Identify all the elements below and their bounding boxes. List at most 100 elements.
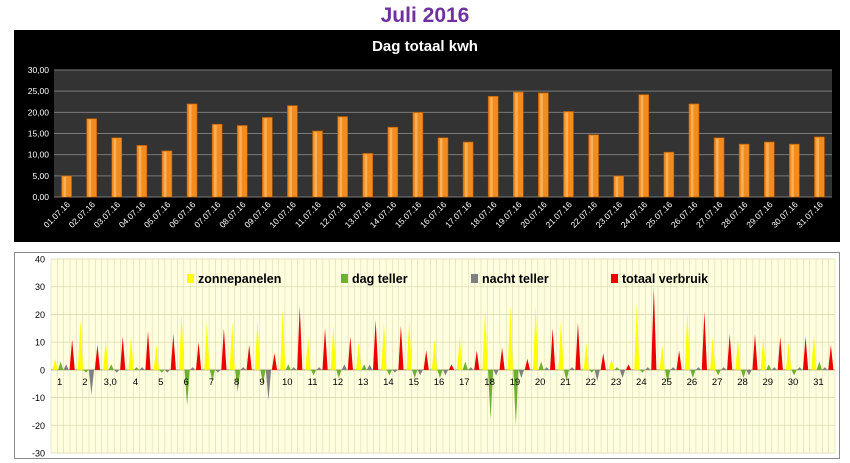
bar-highlight: [389, 128, 393, 197]
spike: [659, 344, 665, 370]
spike: [513, 369, 519, 426]
spike: [746, 369, 752, 376]
x-tick-label: 23.07.16: [594, 199, 625, 230]
x-tick-label: 17: [459, 377, 470, 388]
x-tick-label: 31: [813, 377, 824, 388]
bar: [512, 91, 524, 198]
spike: [442, 369, 449, 376]
spike: [594, 369, 600, 381]
bar: [86, 118, 97, 198]
spike: [330, 325, 336, 370]
spike: [164, 369, 170, 373]
spike: [417, 369, 423, 376]
bar: [563, 111, 574, 198]
bar-highlight: [766, 142, 769, 197]
bar-highlight: [138, 146, 142, 197]
spike: [771, 367, 777, 370]
spike: [482, 308, 488, 370]
bar: [412, 112, 424, 198]
y-tick-label: -20: [32, 421, 45, 431]
x-tick-label: 20: [535, 377, 546, 388]
daily-total-chart-svg: 0,00 5,00 10,00 15,00 20,00 25,00 30,00 01.07.…: [28, 65, 832, 230]
page-title: Juli 2016: [380, 4, 470, 27]
spike: [550, 328, 556, 370]
spike: [310, 369, 317, 376]
bar-highlight: [264, 118, 267, 197]
spike: [291, 367, 297, 370]
y-tick-label: 20: [35, 310, 45, 320]
spike: [153, 344, 159, 370]
spike: [802, 336, 809, 370]
bar-highlight: [690, 104, 694, 197]
x-tick-label: 21: [560, 377, 571, 388]
spike: [796, 367, 803, 370]
y-tick-label: -30: [32, 449, 45, 459]
x-tick-label: 30.07.16: [769, 199, 800, 230]
x-tick-label: 1: [57, 377, 62, 388]
spike: [676, 350, 682, 370]
spike: [766, 364, 772, 370]
spike: [103, 339, 109, 370]
bar: [287, 105, 298, 198]
spike: [684, 311, 691, 370]
spike: [740, 369, 747, 379]
bar-highlight: [63, 176, 67, 197]
bar-highlight: [565, 112, 568, 197]
bar: [462, 141, 474, 198]
bar-highlight: [716, 138, 719, 197]
spike: [392, 369, 398, 373]
spike: [665, 369, 671, 384]
spike: [468, 367, 474, 370]
y-tick-label: 20,00: [28, 107, 50, 117]
spike: [634, 303, 640, 370]
spike: [695, 367, 702, 370]
spike: [752, 333, 758, 370]
spike: [735, 339, 741, 370]
bar-highlight: [791, 145, 794, 197]
series-zonnepanelen: [52, 303, 817, 370]
spike: [457, 336, 463, 370]
x-tick-label: 2: [82, 377, 87, 388]
legend-label: zonnepanelen: [198, 272, 281, 286]
bar: [814, 136, 825, 198]
spike: [558, 319, 564, 370]
x-tick-label: 29: [762, 377, 773, 388]
spike: [499, 347, 505, 370]
bar-highlight: [590, 135, 594, 197]
spike: [423, 350, 429, 370]
spike: [178, 314, 185, 370]
spike: [221, 328, 227, 370]
legend-swatch: [341, 274, 348, 283]
bar: [186, 103, 198, 198]
spike: [254, 319, 261, 370]
bar: [638, 94, 650, 198]
spike: [52, 358, 58, 370]
spike: [619, 369, 626, 379]
daily-total-chart: 0,00 5,00 10,00 15,00 20,00 25,00 30,00 01.07.…: [14, 30, 840, 242]
x-tick-label: 17.07.16: [443, 199, 474, 230]
spike: [373, 319, 379, 370]
spike: [670, 367, 676, 370]
bar: [136, 145, 148, 198]
spike: [816, 361, 822, 370]
bar-highlight: [615, 176, 619, 197]
bar-highlight: [465, 142, 468, 197]
x-tick-label: 07.07.16: [192, 199, 223, 230]
y-tick-label: 30,00: [28, 65, 50, 75]
bar: [487, 95, 499, 198]
spike: [412, 369, 418, 379]
bar: [538, 92, 549, 198]
spike: [240, 367, 246, 370]
bar: [663, 151, 675, 198]
spike: [77, 319, 84, 370]
spike: [518, 369, 524, 379]
spike: [204, 322, 210, 370]
bar: [337, 116, 348, 198]
x-tick-label: 16: [434, 377, 445, 388]
spike: [381, 322, 387, 370]
x-tick-label: 4: [133, 377, 138, 388]
spike: [271, 353, 278, 370]
x-tick-label: 10: [282, 377, 293, 388]
spike: [209, 369, 215, 381]
spike: [265, 369, 272, 401]
